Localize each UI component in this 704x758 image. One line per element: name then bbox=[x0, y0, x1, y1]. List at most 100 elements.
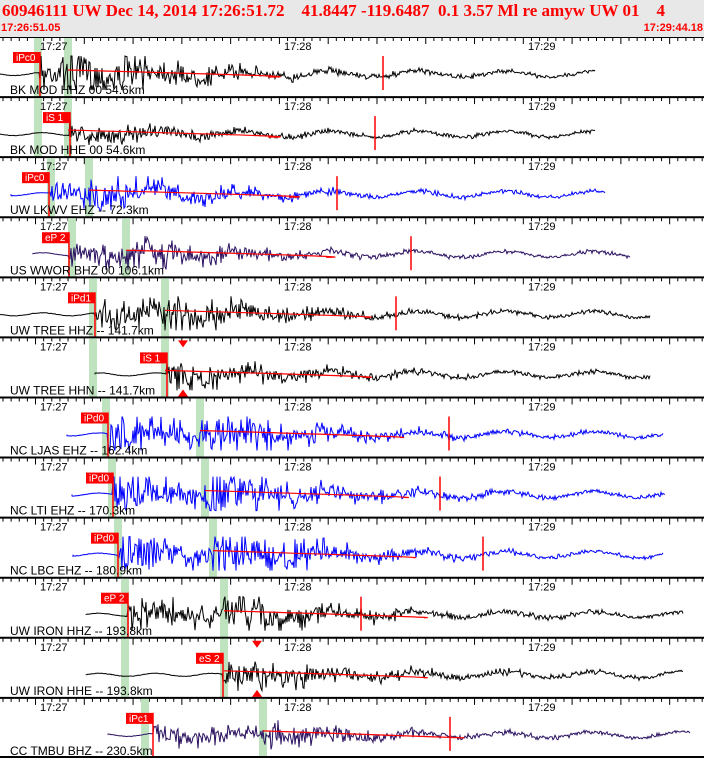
time-tick-label: 17:29 bbox=[528, 462, 556, 474]
time-tick-label: 17:27 bbox=[40, 41, 68, 53]
coda-line bbox=[262, 730, 465, 739]
time-tick-label: 17:27 bbox=[40, 221, 68, 233]
time-tick-label: 17:29 bbox=[528, 702, 556, 714]
coda-line bbox=[204, 489, 410, 499]
waveform bbox=[85, 661, 684, 693]
time-tick-label: 17:29 bbox=[528, 522, 556, 534]
waveform bbox=[66, 416, 664, 452]
time-tick-label: 17:28 bbox=[284, 401, 312, 413]
trace-row[interactable]: 17:27 17:28 17:29 iPc0 UW LKWV EHZ -- 72.3km bbox=[0, 156, 704, 218]
coda-line bbox=[164, 369, 372, 378]
start-time: 17:26:51.05 bbox=[1, 22, 61, 34]
coda-line bbox=[67, 129, 281, 138]
station-label: CC TMBU BHZ -- 230.5km bbox=[10, 744, 152, 758]
waveform bbox=[94, 361, 651, 391]
pick-flag[interactable] bbox=[196, 652, 223, 664]
station-label: UW TREE HHZ -- 141.7km bbox=[10, 323, 154, 337]
time-tick-label: 17:29 bbox=[528, 341, 556, 353]
waveform bbox=[0, 55, 596, 91]
trace-row[interactable]: 17:27 17:28 17:29 iPc0 BK MOD HHZ 00 54.6km bbox=[0, 37, 704, 98]
triangle-down-icon bbox=[252, 640, 262, 648]
phase-window bbox=[141, 698, 149, 758]
pick-label[interactable]: eP 2 bbox=[45, 233, 66, 244]
pick-label[interactable]: iPd0 bbox=[94, 534, 114, 545]
pick-flag[interactable] bbox=[91, 532, 118, 544]
trace-row[interactable]: 17:27 17:28 17:29 iPd0 NC LJAS EHZ -- 162.4k… bbox=[0, 396, 704, 458]
phase-window bbox=[196, 398, 204, 458]
phase-window bbox=[64, 38, 72, 98]
phase-window bbox=[68, 218, 76, 278]
time-tick-label: 17:29 bbox=[528, 642, 556, 654]
phase-window bbox=[89, 338, 97, 398]
phase-window bbox=[220, 638, 228, 698]
trace-row[interactable]: 17:27 17:28 17:29 iPd0 NC LTI EHZ -- 170.3km bbox=[0, 456, 704, 518]
time-tick-label: 17:27 bbox=[40, 462, 68, 474]
time-tick-label: 17:29 bbox=[528, 281, 556, 293]
phase-window bbox=[121, 638, 129, 698]
event-title: 60946111 UW Dec 14, 2014 17:26:51.72 41.… bbox=[2, 1, 665, 20]
station-label: UW TREE HHN -- 141.7km bbox=[10, 383, 155, 397]
waveform bbox=[107, 720, 691, 750]
pick-flag[interactable] bbox=[140, 352, 167, 364]
pick-flag[interactable] bbox=[81, 412, 108, 424]
station-label: NC LBC EHZ -- 180.9km bbox=[10, 564, 142, 578]
trace-row[interactable]: 17:27 17:28 17:29 eS 2 UW IRON HHE -- 193.8k… bbox=[0, 636, 704, 698]
coda-line bbox=[199, 429, 405, 439]
trace-row[interactable]: 17:27 17:28 17:29 eP 2 US WWOR BHZ 00 106.1k… bbox=[0, 216, 704, 278]
trace-row[interactable]: 17:27 17:28 17:29 iS 1 UW TREE HHN -- 141.7k… bbox=[0, 336, 704, 398]
time-tick-label: 17:28 bbox=[284, 702, 312, 714]
phase-window bbox=[102, 398, 110, 458]
pick-flag[interactable] bbox=[13, 52, 40, 63]
pick-label[interactable]: iPd1 bbox=[71, 293, 91, 304]
trace-row[interactable]: 17:27 17:28 17:29 iPd0 NC LBC EHZ -- 180.9km bbox=[0, 516, 704, 578]
phase-window bbox=[34, 98, 42, 158]
pick-label[interactable]: iPc1 bbox=[129, 714, 149, 725]
waveform bbox=[72, 536, 664, 571]
coda-line bbox=[125, 249, 336, 258]
phase-window bbox=[89, 278, 97, 338]
pick-flag[interactable] bbox=[68, 292, 95, 304]
pick-label[interactable]: iPd0 bbox=[84, 413, 104, 424]
phase-window bbox=[220, 578, 228, 638]
coda-line bbox=[67, 69, 281, 78]
pick-label[interactable]: eP 2 bbox=[104, 594, 125, 605]
time-tick-label: 17:28 bbox=[284, 221, 312, 233]
pick-flag[interactable] bbox=[43, 112, 70, 124]
waveform bbox=[85, 595, 684, 631]
pick-label[interactable]: iPc0 bbox=[16, 53, 36, 64]
pick-flag[interactable] bbox=[101, 592, 128, 604]
pick-label[interactable]: iS 1 bbox=[143, 353, 161, 364]
pick-flag[interactable] bbox=[126, 712, 153, 724]
pick-label[interactable]: eS 2 bbox=[199, 654, 220, 665]
pick-label[interactable]: iPc0 bbox=[25, 173, 45, 184]
station-label: NC LJAS EHZ -- 162.4km bbox=[10, 444, 147, 458]
phase-window bbox=[34, 38, 42, 98]
time-tick-label: 17:27 bbox=[40, 522, 68, 534]
pick-flag[interactable] bbox=[86, 472, 113, 484]
time-tick-label: 17:29 bbox=[528, 41, 556, 53]
time-tick-label: 17:28 bbox=[284, 41, 312, 53]
waveform bbox=[0, 116, 596, 145]
phase-window bbox=[259, 698, 267, 758]
trace-row[interactable]: 17:27 17:28 17:29 iS 1 BK MOD HHE 00 54.6km bbox=[0, 96, 704, 158]
coda-line bbox=[164, 309, 372, 318]
pick-label[interactable]: iS 1 bbox=[46, 113, 64, 124]
time-tick-label: 17:28 bbox=[284, 642, 312, 654]
trace-row[interactable]: 17:27 17:28 17:29 iPc1 CC TMBU BHZ -- 230.5k… bbox=[0, 696, 704, 758]
trace-row[interactable]: 17:27 17:28 17:29 eP 2 UW IRON HHZ -- 193.8k… bbox=[0, 576, 704, 638]
phase-window bbox=[47, 158, 55, 218]
pick-label[interactable]: iPd0 bbox=[89, 474, 109, 485]
station-label: UW IRON HHE -- 193.8km bbox=[10, 684, 153, 698]
pick-flag[interactable] bbox=[22, 172, 49, 184]
pick-flag[interactable] bbox=[42, 232, 69, 244]
time-tick-label: 17:29 bbox=[528, 401, 556, 413]
time-tick-label: 17:28 bbox=[284, 522, 312, 534]
time-tick-label: 17:28 bbox=[284, 462, 312, 474]
time-tick-label: 17:28 bbox=[284, 281, 312, 293]
event-header: 60946111 UW Dec 14, 2014 17:26:51.72 41.… bbox=[0, 0, 704, 38]
time-tick-label: 17:27 bbox=[40, 401, 68, 413]
trace-row[interactable]: 17:27 17:28 17:29 iPd1 UW TREE HHZ -- 141.7k… bbox=[0, 276, 704, 338]
phase-window bbox=[121, 578, 129, 638]
waveform bbox=[32, 235, 631, 271]
